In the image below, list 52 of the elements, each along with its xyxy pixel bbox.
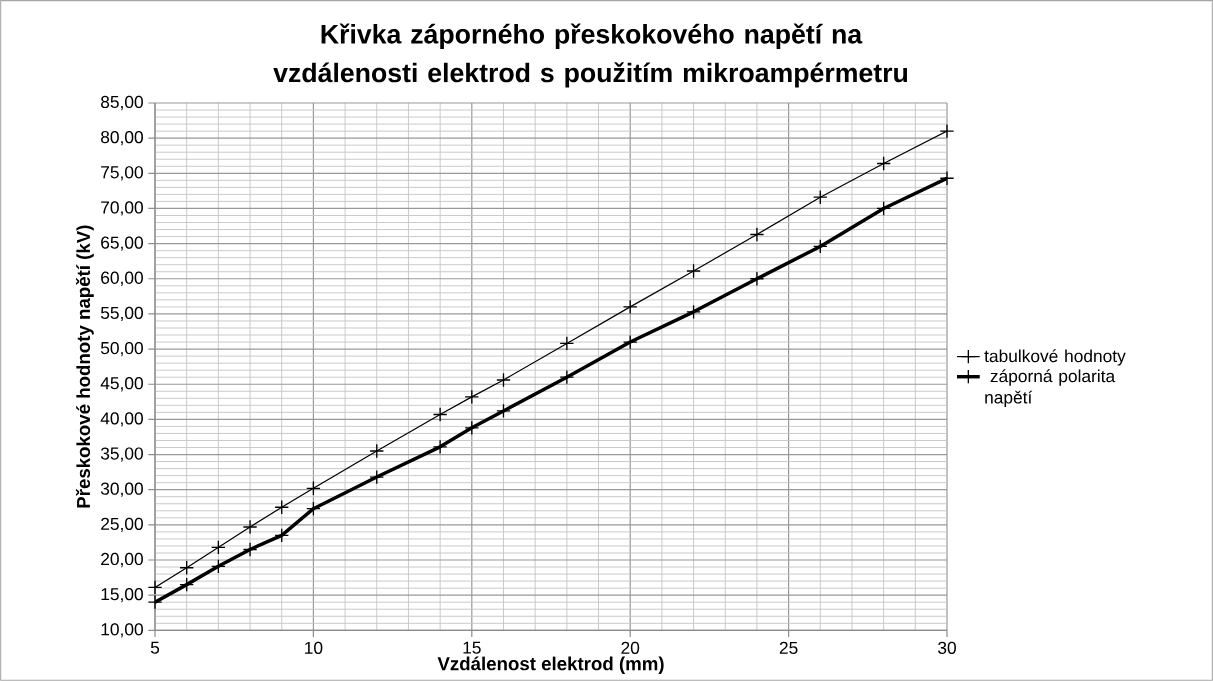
point bbox=[306, 501, 321, 517]
point bbox=[179, 560, 195, 576]
y-tick-label: 80,00 bbox=[101, 130, 143, 146]
y-tick-label: 60,00 bbox=[101, 271, 143, 286]
y-tick-label: 75,00 bbox=[101, 166, 143, 181]
x-tick-label: 20 bbox=[621, 641, 640, 654]
y-tick-label: 65,00 bbox=[101, 236, 143, 251]
point bbox=[211, 559, 226, 574]
x-tick-label: 10 bbox=[305, 641, 323, 654]
y-axis-title: Přeskokové hodnoty napětí (kV) bbox=[75, 225, 94, 508]
x-tick-label: 15 bbox=[463, 641, 481, 654]
point bbox=[496, 403, 511, 419]
y-tick-label: 30,00 bbox=[100, 482, 143, 497]
point bbox=[749, 227, 765, 242]
y-tick-label: 35,00 bbox=[100, 447, 143, 462]
point bbox=[147, 580, 163, 595]
x-tick-label: 5 bbox=[150, 641, 160, 654]
x-tick-label: 30 bbox=[938, 641, 956, 654]
point bbox=[686, 304, 701, 320]
point bbox=[939, 123, 955, 139]
point bbox=[211, 540, 226, 555]
point bbox=[686, 263, 701, 279]
point bbox=[812, 189, 828, 205]
point bbox=[464, 389, 480, 405]
point bbox=[369, 443, 385, 459]
point bbox=[939, 170, 955, 186]
point bbox=[274, 499, 290, 515]
point bbox=[876, 156, 891, 171]
chart-title: Křivka záporného přeskokového napětí na vzdálenosti elektrod s použitím mikroampérmetru bbox=[273, 23, 908, 88]
y-tick-label: 50,00 bbox=[100, 341, 143, 357]
y-tick-label: 85,00 bbox=[101, 95, 143, 111]
point bbox=[496, 372, 511, 388]
y-tick-label: 55,00 bbox=[100, 306, 143, 322]
point bbox=[306, 480, 321, 496]
y-tick-label: 25,00 bbox=[101, 517, 143, 533]
point bbox=[876, 201, 891, 216]
y-tick-label: 45,00 bbox=[100, 377, 143, 392]
y-tick-label: 20,00 bbox=[101, 552, 143, 568]
point bbox=[432, 407, 448, 422]
legend-label: záporná polarita napětí bbox=[985, 369, 1116, 408]
point bbox=[559, 336, 575, 351]
point bbox=[242, 542, 258, 557]
legend-label: tabulkové hodnoty bbox=[984, 349, 1126, 366]
y-tick-label: 15,00 bbox=[101, 588, 143, 603]
point bbox=[147, 594, 163, 610]
x-tick-label: 25 bbox=[779, 641, 798, 654]
y-tick-label: 10,00 bbox=[101, 623, 143, 638]
y-tick-label: 70,00 bbox=[101, 201, 143, 216]
x-axis-title: Vzdálenost elektrod (mm) bbox=[437, 656, 664, 675]
point bbox=[242, 519, 258, 535]
point bbox=[622, 299, 638, 315]
y-tick-label: 40,00 bbox=[100, 412, 143, 427]
